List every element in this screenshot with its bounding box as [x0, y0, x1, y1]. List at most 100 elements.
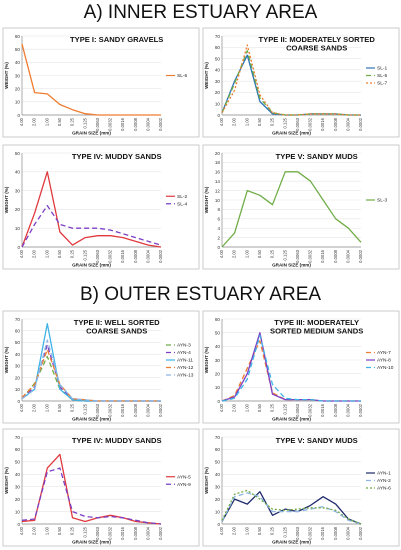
y-tick-label: 60	[15, 329, 21, 334]
series-line-sl-2	[21, 171, 162, 248]
x-tick-label: 0.125	[282, 526, 287, 537]
x-tick-label: 0.0008	[333, 249, 338, 262]
x-tick-label: 0.0008	[133, 403, 138, 416]
series-line-ayn-13	[21, 339, 161, 402]
y-tick-label: 0	[217, 522, 220, 527]
x-tick-label: 0.0032	[108, 117, 113, 130]
y-tick-label: 16	[215, 170, 221, 175]
x-tick-label: 4.00	[19, 403, 24, 412]
legend-label: AYN-2	[377, 478, 391, 484]
x-tick-label: 2.00	[232, 526, 237, 535]
x-tick-label: 0.0002	[158, 117, 163, 130]
chart-title: TYPE II: MODERATELY SORTED	[259, 35, 376, 44]
y-tick-label: 40	[15, 352, 21, 357]
y-tick-label: 60	[215, 317, 221, 322]
y-tick-label: 30	[15, 188, 21, 193]
x-tick-label: 0.25	[70, 249, 75, 258]
y-tick-label: 20	[215, 371, 221, 376]
y-tick-label: 10	[215, 509, 221, 514]
x-tick-label: 0.0002	[158, 403, 163, 416]
x-tick-label: 2.00	[32, 117, 37, 126]
x-tick-label: 4.00	[19, 117, 24, 126]
x-axis-title: GRAIN SIZE (mm)	[72, 131, 111, 136]
y-tick-label: 10	[215, 102, 221, 107]
x-tick-label: 2.00	[32, 526, 37, 535]
x-tick-label: 0.125	[82, 526, 87, 537]
chart-title: TYPE V: SANDY MUDS	[276, 152, 358, 161]
x-tick-label: 1.00	[44, 117, 49, 126]
y-tick-label: 10	[215, 198, 221, 203]
y-tick-label: 10	[15, 100, 21, 105]
y-tick-label: 20	[215, 497, 221, 502]
series-line-sl-6	[21, 43, 161, 116]
x-tick-label: 0.25	[70, 117, 75, 126]
x-axis-title: GRAIN SIZE (mm)	[272, 263, 311, 268]
chart-panel-6: 0 10 20 30 40 50 60 4.00 2.00 1.00 0.50 0.25 0.125 0.…	[202, 310, 400, 424]
x-tick-label: 0.0008	[133, 249, 138, 262]
x-tick-label: 0.50	[257, 403, 262, 412]
x-tick-label: 0.50	[57, 526, 62, 535]
series-line-ayn-12	[21, 348, 161, 402]
x-tick-label: 0.0002	[158, 249, 163, 262]
x-tick-label: 0.0016	[320, 526, 325, 539]
y-tick-label: 70	[15, 317, 21, 322]
chart-title: TYPE IV: MUDDY SANDS	[72, 436, 162, 445]
y-tick-label: 30	[215, 485, 221, 490]
x-tick-label: 0.0063	[95, 526, 100, 539]
legend-label: AYN-5	[177, 474, 191, 480]
y-tick-label: 70	[215, 435, 221, 440]
y-tick-label: 60	[215, 447, 221, 452]
legend-label: AYN-9	[177, 482, 191, 488]
chart-title: TYPE V: SANDY MUDS	[276, 436, 358, 445]
y-axis-title: WEIGHT (%)	[4, 186, 9, 213]
y-tick-label: 10	[15, 509, 21, 514]
y-tick-label: 50	[215, 330, 221, 335]
legend-label: SL-7	[377, 81, 387, 87]
y-tick-label: 20	[15, 375, 21, 380]
y-tick-label: 70	[15, 435, 21, 440]
x-tick-label: 0.50	[57, 249, 62, 258]
x-tick-label: 0.0063	[95, 249, 100, 262]
x-tick-label: 0.125	[82, 403, 87, 414]
x-axis-title: GRAIN SIZE (mm)	[72, 417, 111, 422]
x-tick-label: 0.0002	[358, 403, 363, 416]
legend-label: AYN-8	[377, 358, 391, 364]
y-tick-label: 20	[15, 86, 21, 91]
x-tick-label: 0.50	[257, 526, 262, 535]
series-line-sl-7	[221, 44, 361, 116]
y-tick-label: 0	[217, 399, 220, 404]
series-line-ayn-5	[21, 453, 162, 525]
x-tick-label: 0.25	[270, 117, 275, 126]
y-tick-label: 10	[215, 385, 221, 390]
y-tick-label: 60	[15, 34, 21, 39]
x-tick-label: 0.0016	[320, 403, 325, 416]
x-tick-label: 0.0016	[120, 249, 125, 262]
y-tick-label: 10	[15, 387, 21, 392]
y-tick-label: 40	[15, 60, 21, 65]
y-tick-label: 60	[215, 45, 221, 50]
y-axis-title: WEIGHT (%)	[4, 346, 9, 373]
chart-title: TYPE I: SANDY GRAVELS	[70, 35, 163, 44]
y-tick-label: 0	[217, 113, 220, 118]
x-tick-label: 2.00	[32, 403, 37, 412]
y-axis-title: WEIGHT (%)	[204, 62, 209, 89]
series-line-ayn-2	[221, 492, 362, 525]
y-tick-label: 0	[17, 399, 20, 404]
chart-panel-1: 0 10 20 30 40 50 60 4.00 2.00 1.00 0.50 0.25 0.125 0.…	[2, 27, 200, 138]
x-tick-label: 0.0004	[145, 526, 150, 539]
x-tick-label: 0.0032	[108, 249, 113, 262]
x-tick-label: 4.00	[19, 526, 24, 535]
x-tick-label: 0.0032	[308, 403, 313, 416]
chart-title: TYPE IV: MUDDY SANDS	[72, 152, 162, 161]
x-axis-title: GRAIN SIZE (mm)	[272, 131, 311, 136]
x-tick-label: 0.0016	[120, 526, 125, 539]
y-tick-label: 4	[217, 226, 220, 231]
x-tick-label: 0.0063	[95, 117, 100, 130]
x-tick-label: 0.50	[57, 117, 62, 126]
y-tick-label: 40	[15, 472, 21, 477]
y-tick-label: 30	[15, 73, 21, 78]
chart-panel-8: 0 10 20 30 40 50 60 70 4.00 2.00 1.00 0.50 0.25 0.125…	[202, 428, 400, 547]
x-tick-label: 2.00	[32, 249, 37, 258]
x-tick-label: 0.0016	[120, 117, 125, 130]
x-tick-label: 0.125	[282, 117, 287, 128]
